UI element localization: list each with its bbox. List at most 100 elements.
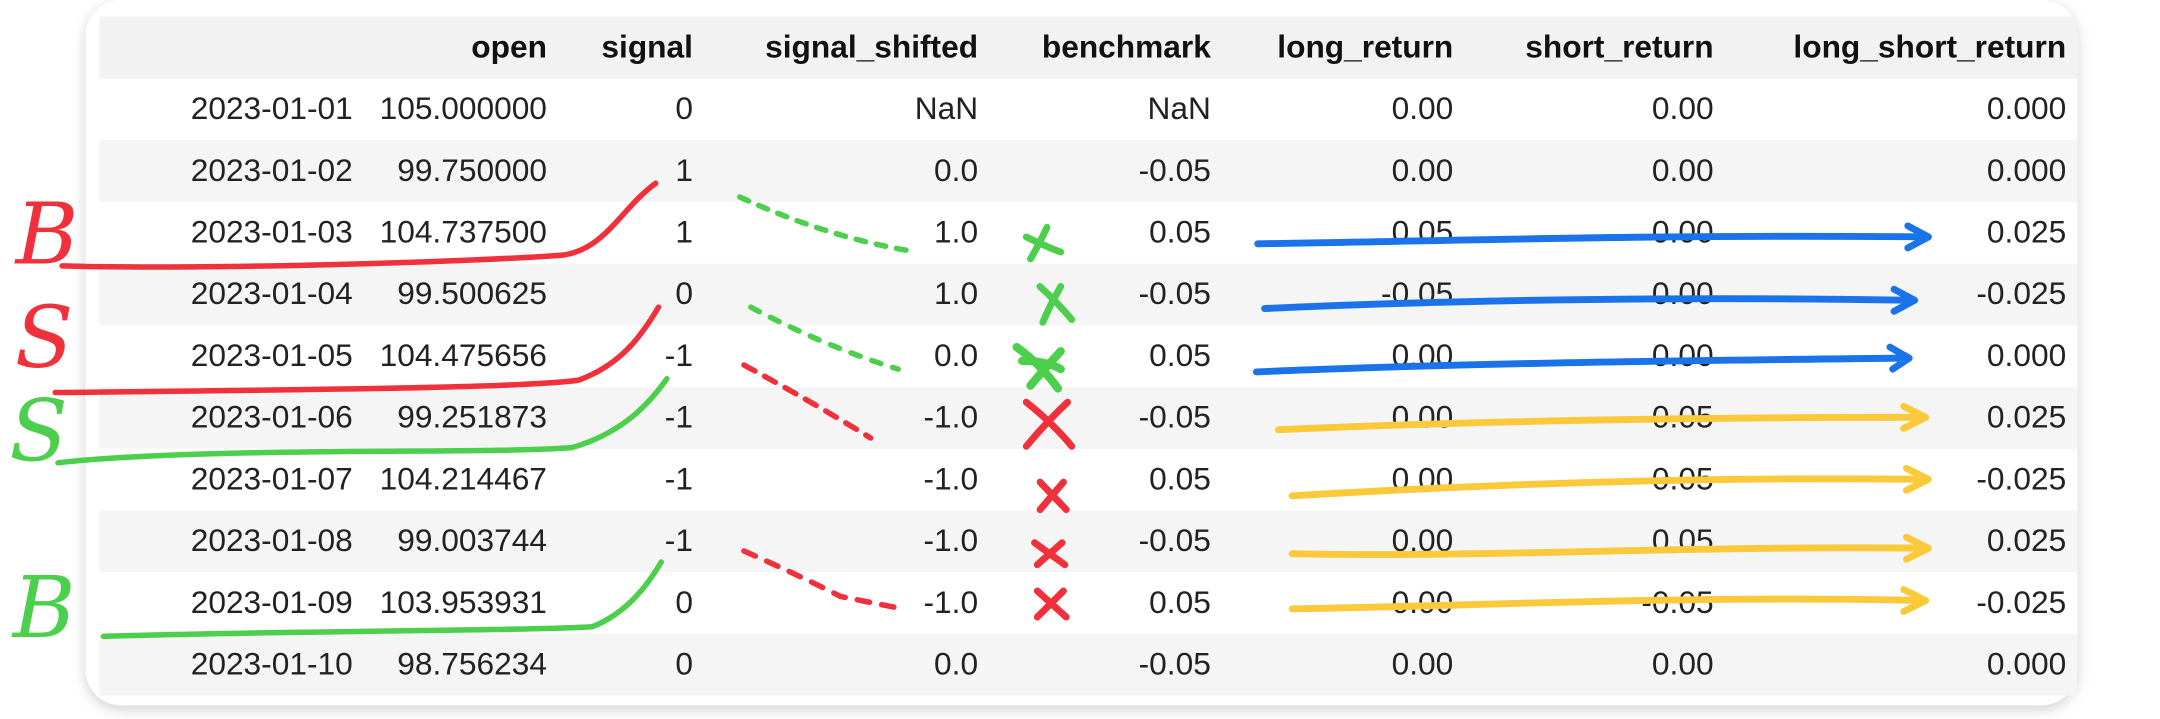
cell: -0.025: [1976, 584, 2066, 620]
ink-line: [100, 559, 665, 640]
cell: 104.737500: [380, 214, 547, 250]
ink-dots: [737, 194, 912, 254]
row-stripe: [99, 633, 2078, 696]
cell: 0.05: [1149, 337, 1211, 373]
cell: 0.05: [1149, 460, 1211, 496]
ink-dots: [741, 362, 874, 441]
cell: NaN: [915, 90, 978, 126]
cell: 0.0: [934, 337, 978, 373]
cell: 1: [675, 214, 693, 250]
cell: 0.025: [1987, 522, 2066, 558]
cell: 0.000: [1987, 90, 2066, 126]
ink-line: [59, 180, 659, 270]
cell: 99.251873: [397, 399, 547, 435]
cell: 0.0: [934, 152, 978, 188]
cell: 0.00: [1392, 399, 1454, 435]
cell: 98.756234: [397, 645, 547, 681]
annotation-letter: B: [11, 559, 76, 658]
ink-mark: [1022, 398, 1076, 450]
cell: 0: [675, 584, 693, 620]
row-index: 2023-01-09: [191, 584, 353, 620]
column-header: signal_shifted: [765, 28, 978, 64]
ink-line: [55, 376, 670, 466]
ink-line: [52, 304, 662, 396]
ink-arrow: [1288, 533, 1932, 563]
cell: 1.0: [934, 275, 978, 311]
cell: 0.00: [1652, 214, 1714, 250]
cell: 104.214467: [380, 460, 547, 496]
cell: -1.0: [923, 584, 978, 620]
cell: -1: [665, 399, 693, 435]
cell: 0.00: [1652, 90, 1714, 126]
annotation-letter: S: [9, 383, 68, 482]
row-index: 2023-01-06: [191, 399, 353, 435]
row-index: 2023-01-10: [191, 645, 353, 681]
cell: 1: [675, 152, 693, 188]
cell: -1.0: [923, 460, 978, 496]
cell: -0.05: [1139, 275, 1211, 311]
cell: 0.00: [1392, 90, 1454, 126]
cell: 0.025: [1987, 214, 2066, 250]
ink-mark: [1033, 587, 1070, 621]
row-index: 2023-01-05: [191, 337, 353, 373]
row-index: 2023-01-01: [191, 90, 353, 126]
cell: 0.05: [1149, 214, 1211, 250]
cell: -0.025: [1976, 275, 2066, 311]
cell: 99.003744: [397, 522, 547, 558]
cell: -1.0: [923, 522, 978, 558]
cell: 0.05: [1149, 584, 1211, 620]
cell: -0.05: [1139, 522, 1211, 558]
cell: 0.00: [1652, 152, 1714, 188]
ink-arrow: [1252, 343, 1913, 376]
cell: 0.0: [934, 645, 978, 681]
cell: 0.000: [1987, 645, 2066, 681]
column-header: short_return: [1525, 28, 1713, 64]
cell: 0.000: [1987, 337, 2066, 373]
ink-dots: [741, 548, 906, 612]
cell: -1: [665, 337, 693, 373]
column-header: signal: [601, 28, 693, 64]
ink-mark: [1022, 223, 1065, 263]
cell: -0.05: [1139, 399, 1211, 435]
row-stripe: [99, 140, 2078, 202]
cell: 0: [675, 645, 693, 681]
cell: -0.025: [1976, 460, 2066, 496]
cell: -1: [665, 460, 693, 496]
row-index: 2023-01-08: [191, 522, 353, 558]
cell: -0.05: [1139, 645, 1211, 681]
cell: 0.025: [1987, 399, 2066, 435]
cell: 0: [675, 90, 693, 126]
ink-arrow: [1261, 285, 1919, 315]
annotation-letter: S: [15, 289, 73, 388]
ink-arrow: [1288, 464, 1932, 500]
ink-arrow: [1288, 586, 1930, 616]
table: open signal signal_shifted benchmark long_re…: [99, 16, 2078, 696]
ink-arrow: [1274, 402, 1930, 434]
cell: 0.00: [1652, 645, 1714, 681]
cell: NaN: [1147, 90, 1210, 126]
row-index: 2023-01-04: [191, 275, 353, 311]
annotation-letter: B: [14, 186, 79, 285]
column-header: benchmark: [1042, 28, 1211, 64]
row-stripe: [99, 263, 2078, 326]
column-header: long_return: [1277, 28, 1453, 64]
row-stripe: [99, 510, 2078, 573]
ink-mark: [1036, 283, 1076, 326]
annotations: [52, 180, 1932, 640]
cell: 1.0: [934, 214, 978, 250]
cell: 104.475656: [380, 337, 547, 373]
cell: 0: [675, 275, 693, 311]
ink-mark: [1012, 342, 1065, 393]
row-index: 2023-01-02: [191, 152, 353, 188]
cell: 105.000000: [380, 90, 547, 126]
row-index: 2023-01-03: [191, 214, 353, 250]
column-header: long_short_return: [1793, 28, 2066, 64]
cell: -0.05: [1139, 152, 1211, 188]
cell: 0.000: [1987, 152, 2066, 188]
cell: -1: [665, 522, 693, 558]
cell: 99.750000: [397, 152, 547, 188]
ink-mark: [1036, 478, 1070, 514]
